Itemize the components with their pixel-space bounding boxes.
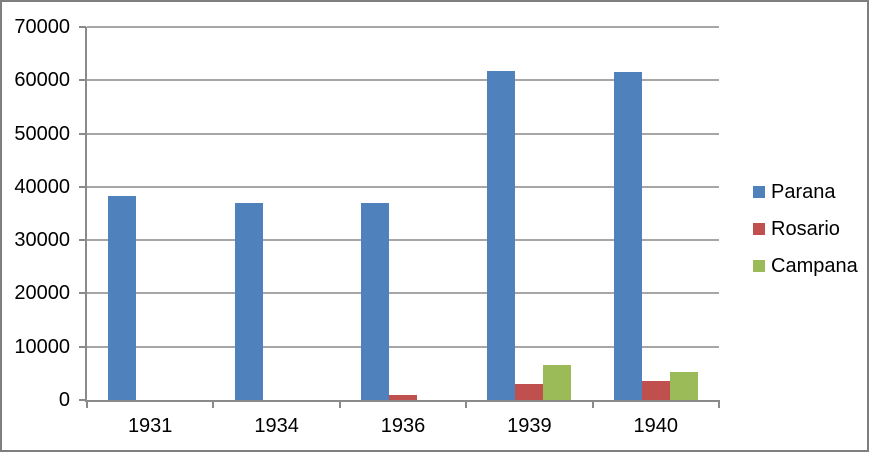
legend-swatch-icon [753, 186, 765, 198]
x-axis-tick-mark [212, 400, 215, 408]
gridline-10000 [87, 345, 719, 348]
bar-parana-1940 [613, 72, 642, 400]
x-axis-tick-mark [86, 400, 88, 408]
bar-parana-1931 [108, 196, 137, 400]
y-axis-tick-mark [79, 239, 86, 242]
y-axis-tick-mark [79, 79, 86, 82]
legend: Parana Rosario Campana [753, 180, 858, 291]
gridline-20000 [87, 292, 719, 295]
bar-campana-1939 [543, 364, 572, 400]
y-axis-tick-mark [79, 292, 86, 295]
gridline-30000 [87, 239, 719, 242]
legend-swatch-icon [753, 260, 765, 272]
bar-parana-1936 [361, 202, 389, 400]
y-axis-tick-label: 0 [58, 389, 70, 411]
x-axis-tick-mark [718, 400, 720, 408]
gridline-70000 [87, 26, 719, 28]
x-axis-category-label: 1940 [633, 415, 679, 437]
x-axis-tick-mark [465, 400, 468, 408]
y-axis-tick-mark [79, 345, 86, 348]
x-axis-tick-mark [591, 400, 594, 408]
bar-rosario-1939 [515, 384, 544, 400]
legend-swatch-icon [753, 223, 765, 235]
gridline-40000 [87, 185, 719, 188]
bar-rosario-1940 [641, 381, 670, 400]
bar-parana-1934 [234, 203, 263, 400]
x-axis-tick-mark [338, 400, 341, 408]
y-axis-tick-label: 70000 [14, 16, 70, 38]
y-axis-tick-label: 20000 [14, 282, 70, 305]
x-axis-category-label: 1931 [127, 415, 173, 437]
y-axis-tick-label: 60000 [14, 69, 70, 92]
y-axis-tick-mark [79, 26, 86, 28]
legend-item-campana: Campana [753, 254, 858, 278]
legend-label: Rosario [771, 217, 840, 240]
y-axis-tick-label: 40000 [14, 175, 70, 198]
plot-area [85, 26, 719, 402]
y-axis-tick-mark [79, 399, 86, 401]
x-axis-category-label: 1936 [380, 415, 426, 437]
y-axis-tick-mark [79, 132, 86, 135]
x-axis-category-label: 1939 [507, 415, 552, 437]
bar-rosario-1936 [389, 395, 417, 400]
x-axis-category-label: 1934 [254, 415, 299, 437]
y-axis-tick-mark [79, 185, 86, 188]
y-axis-tick-label: 50000 [14, 122, 70, 145]
y-axis-tick-label: 30000 [14, 229, 70, 252]
gridline-60000 [87, 79, 719, 82]
bar-parana-1939 [487, 71, 516, 400]
y-axis-tick-label: 10000 [14, 335, 70, 358]
gridline-50000 [87, 132, 719, 135]
legend-label: Campana [771, 254, 858, 277]
legend-label: Parana [771, 180, 836, 203]
legend-item-parana: Parana [753, 180, 858, 204]
legend-item-rosario: Rosario [753, 217, 858, 241]
bar-campana-1940 [669, 371, 698, 400]
